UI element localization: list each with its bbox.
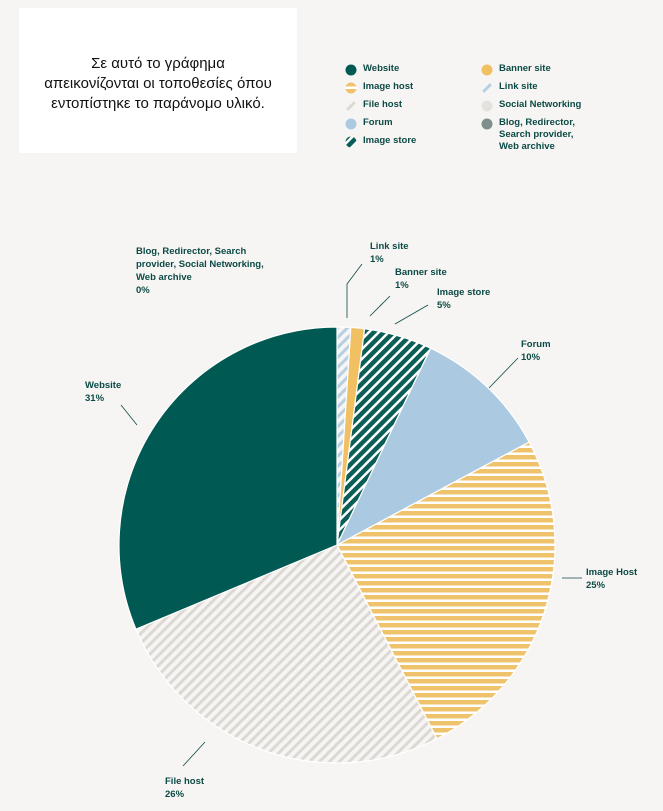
- legend-swatch: [481, 118, 493, 130]
- legend-swatch: [345, 64, 357, 76]
- legend-label: Image host: [363, 81, 414, 92]
- data-label-website: Website 31%: [85, 380, 121, 404]
- legend-item-blog: Blog, Redirector, Search provider, Web a…: [481, 116, 575, 153]
- data-label-banner: Banner site 1%: [395, 267, 447, 291]
- legend-item-image-store: Image store: [345, 134, 416, 148]
- legend-item-image-host: Image host: [345, 80, 413, 94]
- legend-label: Social Networking: [499, 99, 582, 110]
- chart-legend: Website Banner site Image host Link site Fil…: [345, 62, 645, 162]
- legend-swatch: [345, 82, 357, 94]
- legend-swatch: [345, 100, 357, 112]
- chart-description: Σε αυτό το γράφημα απεικονίζονται οι τοπο…: [44, 55, 272, 112]
- legend-swatch: [345, 136, 357, 148]
- legend-swatch: [481, 82, 493, 94]
- pie-slice-website: [118, 326, 338, 631]
- legend-item-file-host: File host: [345, 98, 402, 112]
- legend-label: Blog, Redirector, Search provider, Web a…: [499, 117, 576, 152]
- data-label-image-host: Image Host 25%: [586, 567, 638, 591]
- legend-item-social: Social Networking: [481, 98, 581, 112]
- legend-label: Website: [363, 63, 400, 74]
- leader-line: [394, 304, 429, 325]
- legend-item-banner: Banner site: [481, 62, 551, 76]
- legend-label: File host: [363, 99, 403, 110]
- leader-line: [488, 357, 519, 389]
- legend-swatch: [481, 64, 493, 76]
- pie-slice-forum: [335, 347, 530, 547]
- legend-label: Image store: [363, 135, 417, 146]
- data-label-link-site: Link site 1%: [370, 241, 409, 265]
- description-box: Σε αυτό το γράφημα απεικονίζονται οι τοπο…: [19, 8, 297, 153]
- legend-label: Forum: [363, 117, 393, 128]
- legend-item-website: Website: [345, 62, 399, 76]
- data-label-image-store: Image store 5%: [437, 287, 490, 311]
- legend-item-forum: Forum: [345, 116, 393, 130]
- data-label-blog: Blog, Redirector, Search provider, Social…: [136, 246, 264, 296]
- legend-swatch: [345, 118, 357, 130]
- data-label-forum: Forum 10%: [521, 339, 551, 363]
- data-label-file-host: File host 26%: [165, 776, 205, 800]
- leader-line: [369, 295, 391, 317]
- legend-label: Banner site: [499, 63, 551, 74]
- pie-slice-file-host: [135, 544, 438, 764]
- leader-line: [346, 263, 363, 318]
- pie-slice-image-host: [336, 441, 556, 740]
- legend-item-link-site: Link site: [481, 80, 538, 94]
- legend-label: Link site: [499, 81, 538, 92]
- legend-swatch: [481, 100, 493, 112]
- leader-line: [182, 741, 206, 767]
- leader-line: [120, 404, 138, 426]
